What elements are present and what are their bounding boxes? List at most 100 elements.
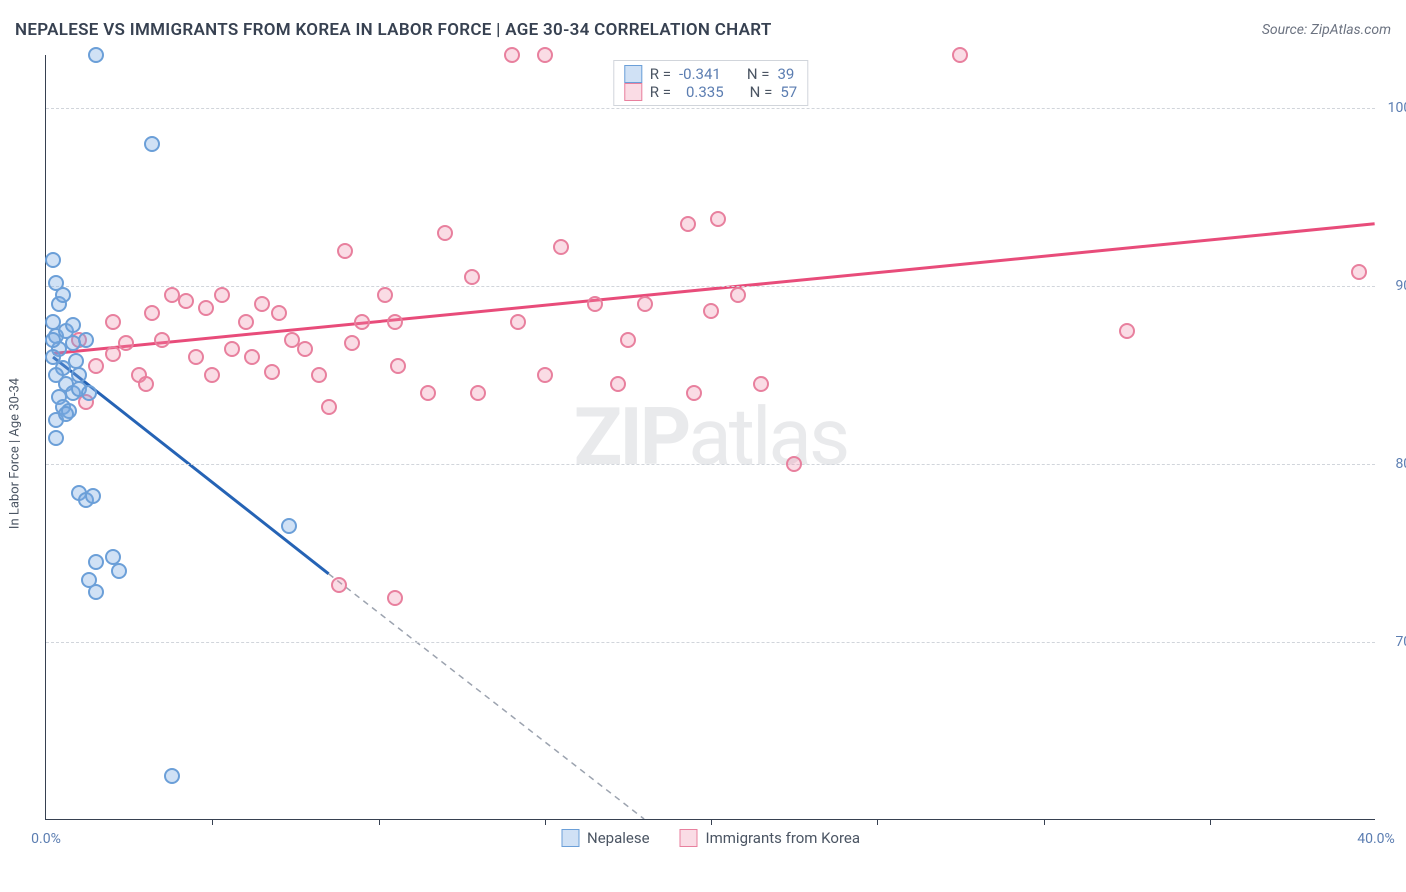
legend-item-nepalese: Nepalese <box>561 829 650 847</box>
korea-point <box>1351 264 1367 280</box>
nepalese-point <box>164 768 180 784</box>
x-tick <box>545 819 546 825</box>
r-label: R = <box>650 65 671 83</box>
legend-row-korea: R = 0.335 N = 57 <box>624 83 797 101</box>
korea-point <box>730 287 746 303</box>
korea-point <box>387 314 403 330</box>
n-label: N = <box>750 83 773 101</box>
nepalese-point <box>48 430 64 446</box>
plot-area: ZIPatlas R = -0.341 N = 39 R = 0.335 N =… <box>45 55 1375 820</box>
korea-point <box>464 269 480 285</box>
watermark-rest: atlas <box>688 390 847 484</box>
korea-point <box>470 385 486 401</box>
korea-point <box>204 367 220 383</box>
nepalese-point <box>55 287 71 303</box>
n-value-nepalese: 39 <box>777 65 794 83</box>
korea-point <box>311 367 327 383</box>
grid-line <box>46 464 1375 465</box>
x-tick <box>877 819 878 825</box>
watermark: ZIPatlas <box>574 390 847 484</box>
r-value-nepalese: -0.341 <box>679 65 721 83</box>
korea-point <box>254 296 270 312</box>
nepalese-point <box>81 385 97 401</box>
korea-point <box>244 349 260 365</box>
korea-point <box>504 47 520 63</box>
korea-point <box>224 341 240 357</box>
x-tick <box>711 819 712 825</box>
nepalese-point <box>144 136 160 152</box>
korea-point <box>510 314 526 330</box>
korea-point <box>420 385 436 401</box>
grid-line <box>46 642 1375 643</box>
nepalese-point <box>45 252 61 268</box>
n-value-korea: 57 <box>780 83 797 101</box>
korea-point <box>377 287 393 303</box>
korea-point <box>537 47 553 63</box>
series-legend: Nepalese Immigrants from Korea <box>561 829 860 847</box>
y-axis-label: In Labor Force | Age 30-34 <box>8 378 23 529</box>
korea-point <box>337 243 353 259</box>
korea-point <box>354 314 370 330</box>
korea-point <box>387 590 403 606</box>
korea-point <box>118 335 134 351</box>
swatch-korea-icon <box>680 829 698 847</box>
korea-point <box>686 385 702 401</box>
y-tick-label: 90.0% <box>1381 278 1406 294</box>
korea-point <box>537 367 553 383</box>
korea-point <box>637 296 653 312</box>
korea-point <box>144 305 160 321</box>
korea-point <box>105 346 121 362</box>
grid-line <box>46 286 1375 287</box>
nepalese-point <box>45 332 61 348</box>
x-tick <box>212 819 213 825</box>
korea-point <box>271 305 287 321</box>
korea-point <box>710 211 726 227</box>
y-tick-label: 100.0% <box>1381 100 1406 116</box>
korea-point <box>88 358 104 374</box>
swatch-nepalese-icon <box>624 65 642 83</box>
nepalese-point <box>65 317 81 333</box>
series-label-nepalese: Nepalese <box>587 829 650 847</box>
series-label-korea: Immigrants from Korea <box>706 829 860 847</box>
x-tick <box>1044 819 1045 825</box>
korea-point <box>390 358 406 374</box>
korea-point <box>703 303 719 319</box>
source-label: Source: <box>1262 22 1307 38</box>
swatch-korea-icon <box>624 83 642 101</box>
correlation-legend: R = -0.341 N = 39 R = 0.335 N = 57 <box>613 60 808 106</box>
r-value-korea: 0.335 <box>686 83 724 101</box>
korea-point <box>786 456 802 472</box>
x-tick-label: 0.0% <box>31 831 61 847</box>
korea-point <box>238 314 254 330</box>
legend-item-korea: Immigrants from Korea <box>680 829 860 847</box>
y-tick-label: 80.0% <box>1381 456 1406 472</box>
korea-point <box>138 376 154 392</box>
swatch-nepalese-icon <box>561 829 579 847</box>
korea-point <box>214 287 230 303</box>
korea-point <box>553 239 569 255</box>
nepalese-point <box>58 406 74 422</box>
x-tick <box>379 819 380 825</box>
nepalese-point <box>88 47 104 63</box>
nepalese-point <box>65 335 81 351</box>
n-label: N = <box>747 65 770 83</box>
chart-title: NEPALESE VS IMMIGRANTS FROM KOREA IN LAB… <box>15 20 772 40</box>
korea-point <box>331 577 347 593</box>
source-name: ZipAtlas.com <box>1311 22 1391 38</box>
korea-point <box>154 332 170 348</box>
x-tick-label: 40.0% <box>1357 831 1395 847</box>
legend-row-nepalese: R = -0.341 N = 39 <box>624 65 797 83</box>
nepalese-point <box>85 488 101 504</box>
nepalese-point <box>88 554 104 570</box>
korea-point <box>753 376 769 392</box>
trend-lines-svg <box>46 55 1375 819</box>
x-tick <box>1210 819 1211 825</box>
nepalese-point <box>88 584 104 600</box>
korea-point <box>188 349 204 365</box>
korea-point <box>610 376 626 392</box>
watermark-bold: ZIP <box>574 390 689 484</box>
r-label: R = <box>650 83 671 101</box>
korea-point <box>344 335 360 351</box>
korea-point <box>297 341 313 357</box>
grid-line <box>46 108 1375 109</box>
